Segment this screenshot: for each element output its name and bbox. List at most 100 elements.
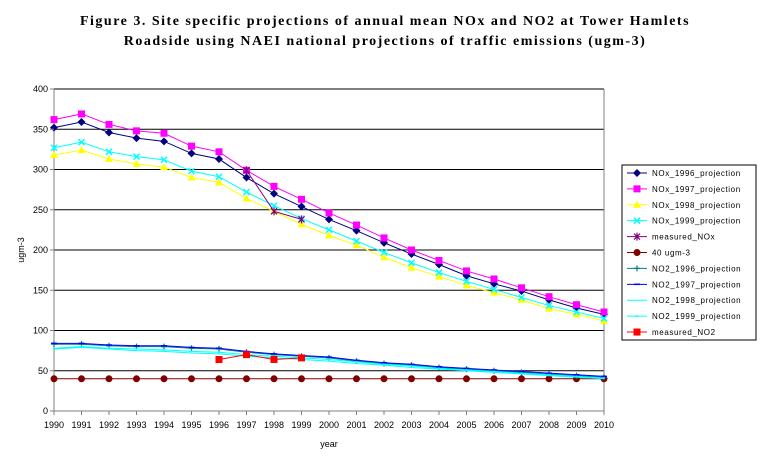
legend-label: NOx_1996_projection — [652, 169, 741, 178]
data-point — [603, 376, 605, 379]
data-point — [438, 367, 440, 370]
data-point — [188, 375, 195, 383]
data-point — [325, 215, 333, 224]
data-point — [352, 237, 361, 245]
data-point — [50, 116, 58, 124]
data-point — [633, 217, 641, 225]
data-point — [215, 178, 223, 186]
data-point — [325, 226, 333, 234]
data-point — [50, 151, 58, 159]
series-layer — [50, 110, 608, 383]
data-point — [435, 269, 443, 277]
series-no2-1998-projection — [53, 346, 605, 380]
data-point — [636, 315, 638, 318]
data-point — [105, 120, 113, 128]
data-point — [380, 248, 388, 256]
legend-label: NOx_1999_projection — [652, 217, 741, 226]
data-point — [298, 215, 305, 224]
series-measured-nox — [243, 166, 305, 224]
x-tick-label: 2003 — [401, 420, 421, 430]
x-tick-label: 1996 — [209, 420, 229, 430]
data-point — [633, 249, 641, 256]
legend-item: NOx_1997_projection — [627, 185, 740, 194]
data-point — [352, 241, 361, 249]
data-point — [188, 345, 195, 352]
data-point — [548, 373, 550, 376]
data-point — [218, 351, 220, 354]
data-point — [132, 134, 141, 143]
series-nox-1998-projection — [50, 146, 608, 324]
data-point — [160, 163, 168, 171]
tick-labels: 0 50 100 150 200 250 300 350 400 1990 1991 1992 1993… — [33, 84, 614, 430]
data-point — [297, 220, 306, 228]
data-point — [188, 142, 195, 150]
data-point — [410, 364, 413, 367]
legend-item: 40 ugm-3 — [627, 249, 690, 258]
data-point — [328, 358, 330, 361]
data-point — [242, 188, 251, 196]
data-point — [463, 375, 470, 383]
x-tick-label: 1992 — [99, 420, 119, 430]
data-point — [463, 267, 470, 275]
data-point — [270, 182, 278, 190]
legend-label: measured_NO2 — [652, 328, 716, 337]
data-point — [187, 167, 196, 175]
legend-item: NOx_1999_projection — [627, 217, 741, 226]
gridlines — [54, 88, 604, 372]
data-point — [572, 308, 581, 316]
data-point — [215, 375, 223, 383]
data-point — [435, 272, 443, 280]
data-point — [298, 375, 305, 383]
data-point — [633, 200, 641, 208]
data-point — [105, 375, 113, 383]
x-tick-label: 2004 — [429, 420, 449, 430]
data-point — [353, 375, 360, 383]
data-point — [462, 277, 471, 285]
legend-label: NO2_1997_projection — [652, 280, 741, 289]
data-point — [105, 148, 113, 156]
data-point — [573, 301, 580, 309]
data-point — [270, 207, 278, 216]
data-point — [352, 226, 361, 235]
y-tick-label: 350 — [33, 124, 48, 134]
x-tick-label: 1990 — [44, 420, 64, 430]
data-point — [490, 285, 498, 293]
data-point — [135, 348, 138, 351]
data-point — [545, 293, 553, 301]
data-point — [325, 209, 333, 217]
legend-item: NO2_1999_projection — [627, 312, 741, 321]
data-point — [187, 149, 196, 158]
data-point — [50, 144, 58, 152]
data-point — [355, 360, 358, 363]
legend-label: NO2_1996_projection — [652, 264, 741, 273]
data-point — [243, 351, 250, 359]
x-tick-label: 2001 — [346, 420, 366, 430]
series-line — [53, 346, 605, 380]
legend-item: NO2_1996_projection — [627, 264, 741, 273]
x-axis-label: year — [320, 439, 338, 449]
legend-item: NO2_1998_projection — [627, 296, 741, 305]
data-point — [380, 253, 388, 261]
legend-item: NOx_1998_projection — [627, 200, 740, 210]
y-tick-label: 200 — [33, 245, 48, 255]
data-point — [520, 372, 523, 375]
data-point — [545, 304, 553, 312]
data-point — [133, 375, 140, 383]
data-point — [408, 375, 415, 383]
y-tick-label: 400 — [33, 84, 48, 94]
x-tick-label: 1997 — [236, 420, 256, 430]
data-point — [215, 173, 223, 181]
y-tick-label: 100 — [33, 326, 48, 336]
x-tick-label: 1999 — [291, 420, 311, 430]
data-point — [517, 295, 526, 303]
x-tick-label: 2007 — [511, 420, 531, 430]
data-point — [408, 246, 415, 254]
y-tick-label: 300 — [33, 165, 48, 175]
legend-item: NO2_1997_projection — [627, 280, 741, 289]
data-point — [435, 375, 443, 383]
legend-item: NOx_1996_projection — [627, 168, 741, 178]
data-point — [80, 345, 83, 348]
data-point — [462, 281, 471, 289]
data-point — [517, 293, 526, 302]
data-point — [160, 375, 168, 383]
